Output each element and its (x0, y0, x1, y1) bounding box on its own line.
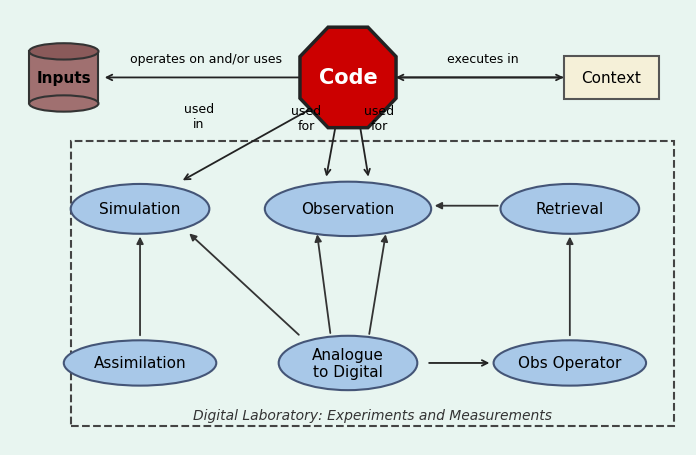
Text: Code: Code (319, 68, 377, 88)
Polygon shape (300, 28, 396, 128)
Text: Digital Laboratory: Experiments and Measurements: Digital Laboratory: Experiments and Meas… (193, 408, 552, 422)
Text: executes in: executes in (448, 53, 519, 66)
Text: Simulation: Simulation (100, 202, 181, 217)
FancyBboxPatch shape (29, 52, 98, 104)
Ellipse shape (493, 340, 646, 386)
Ellipse shape (264, 182, 432, 237)
Text: Assimilation: Assimilation (94, 356, 187, 371)
Text: Inputs: Inputs (36, 71, 91, 86)
Ellipse shape (64, 340, 216, 386)
Text: Obs Operator: Obs Operator (518, 356, 622, 371)
Text: used
for: used for (292, 105, 322, 133)
Ellipse shape (71, 185, 209, 234)
Text: Analogue
to Digital: Analogue to Digital (312, 347, 384, 379)
Text: Context: Context (581, 71, 641, 86)
Text: used
in: used in (184, 103, 214, 131)
FancyBboxPatch shape (564, 57, 659, 99)
Ellipse shape (29, 44, 98, 61)
Ellipse shape (29, 96, 98, 112)
Ellipse shape (278, 336, 418, 390)
Text: Retrieval: Retrieval (536, 202, 604, 217)
Text: operates on and/or uses: operates on and/or uses (130, 53, 282, 66)
Ellipse shape (500, 185, 639, 234)
Text: Observation: Observation (301, 202, 395, 217)
Text: used
for: used for (364, 105, 394, 133)
